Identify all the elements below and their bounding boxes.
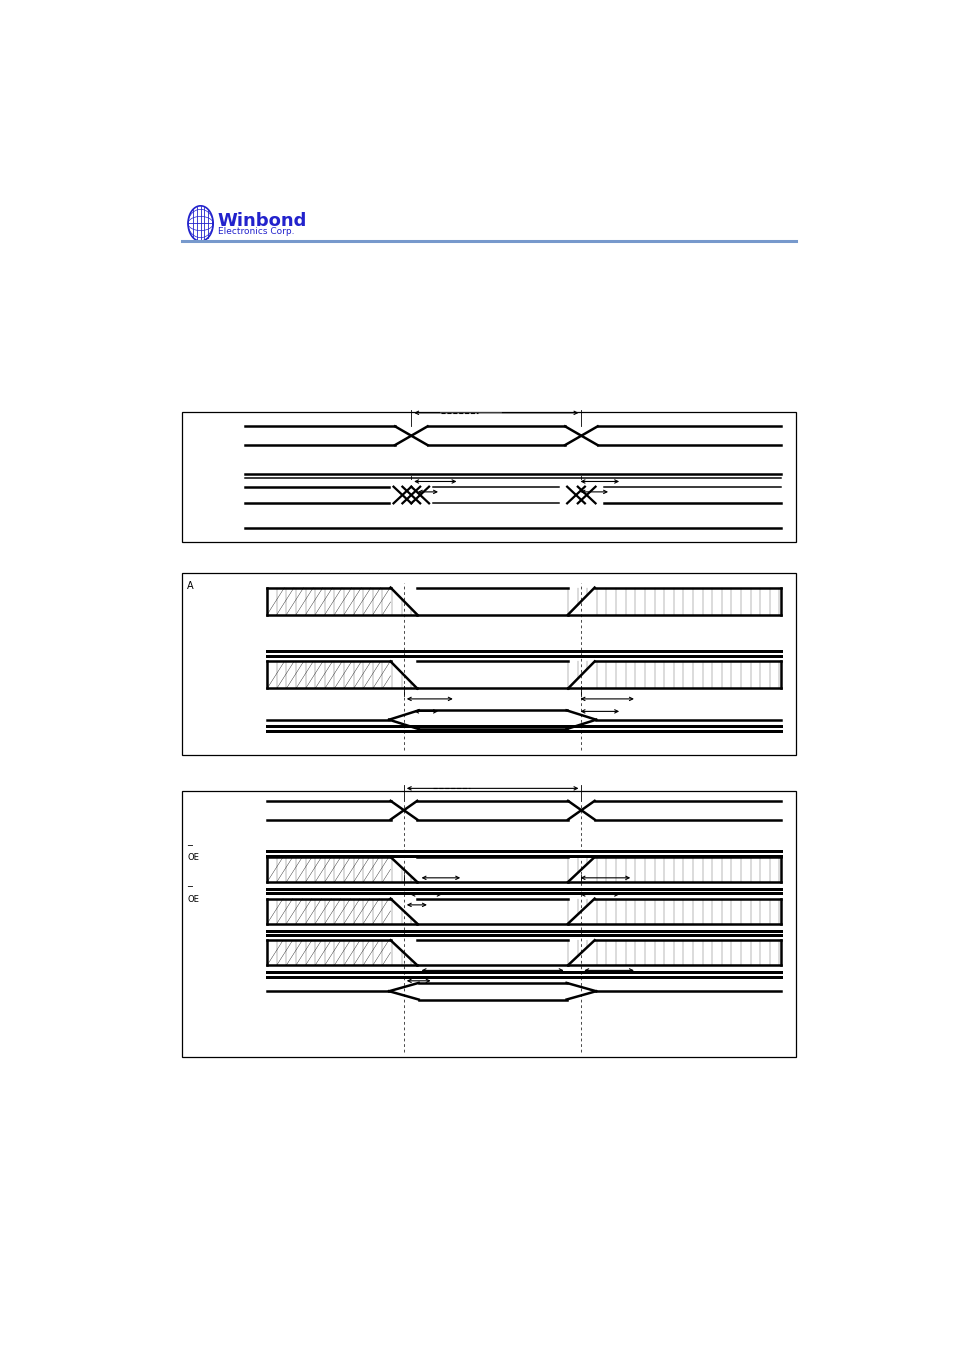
Text: Electronics Corp.: Electronics Corp.	[217, 227, 294, 236]
Text: OE: OE	[187, 894, 199, 904]
Bar	[182, 573, 795, 755]
Text: ‾: ‾	[187, 573, 193, 584]
Bar	[182, 412, 795, 542]
Text: ‾: ‾	[187, 886, 192, 897]
Text: Winbond: Winbond	[217, 212, 307, 230]
Bar	[182, 792, 795, 1056]
Text: A: A	[187, 581, 193, 590]
Text: OE: OE	[187, 852, 199, 862]
Text: ‾: ‾	[187, 844, 192, 855]
